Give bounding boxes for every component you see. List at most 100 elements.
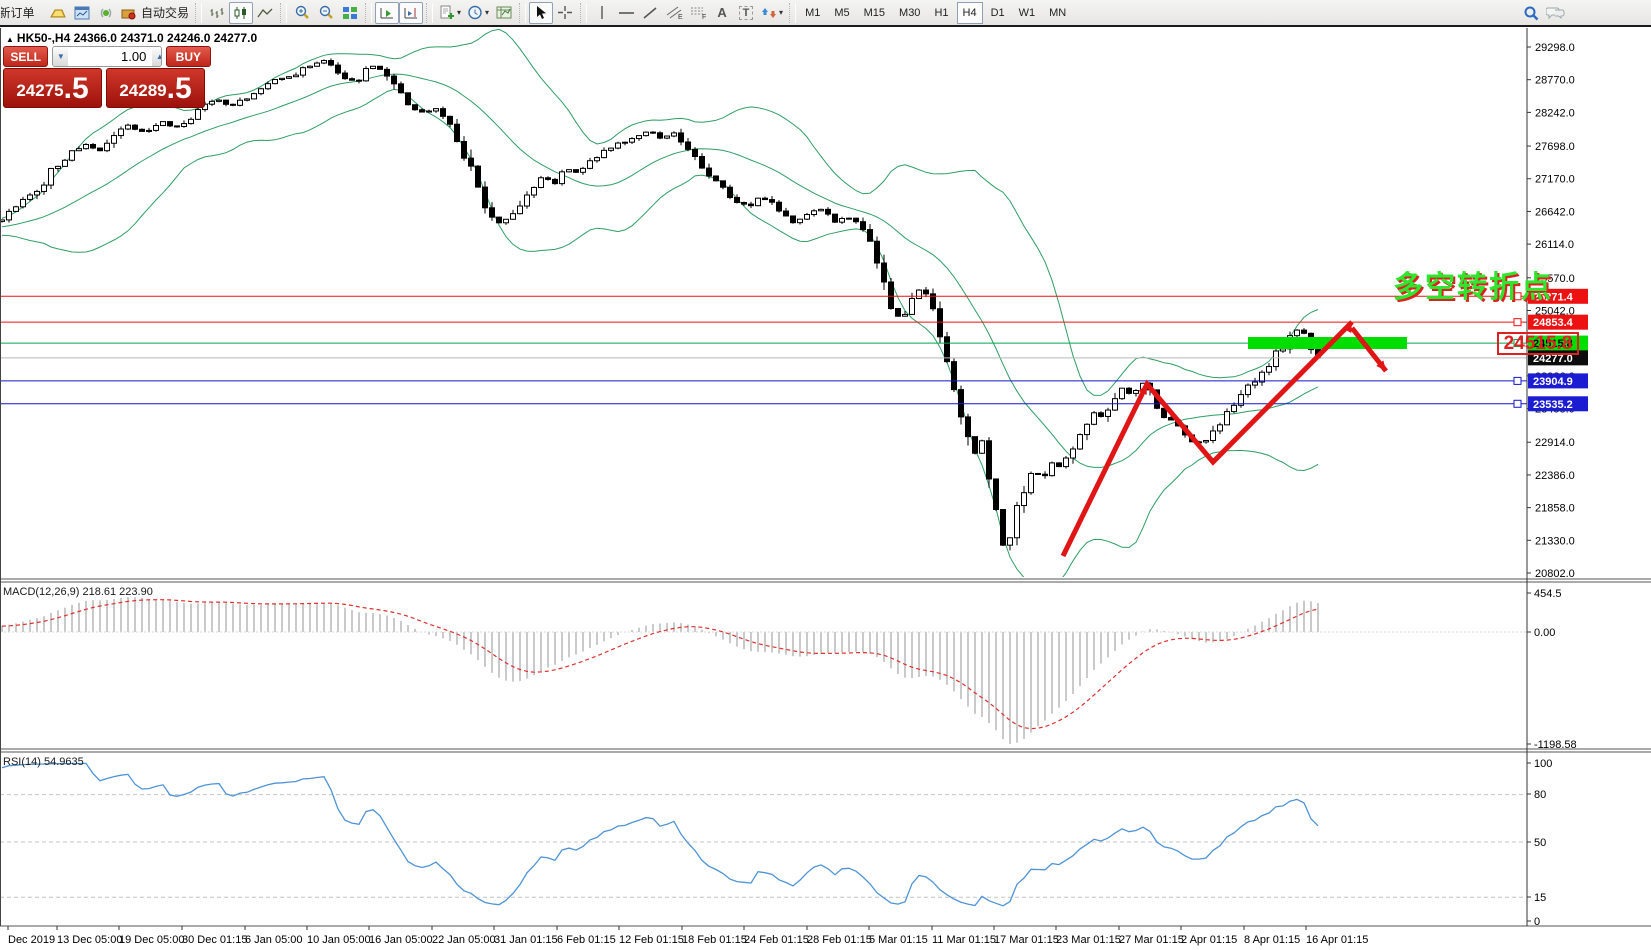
buy-price-display[interactable]: 24289.5 bbox=[106, 68, 205, 108]
text-tool-button[interactable]: A bbox=[710, 2, 734, 24]
svg-text:12 Feb 01:15: 12 Feb 01:15 bbox=[619, 934, 684, 946]
arrows-tool-button[interactable]: ▾ bbox=[758, 2, 786, 24]
svg-text:18 Feb 01:15: 18 Feb 01:15 bbox=[682, 934, 747, 946]
tf-M15-button[interactable]: M15 bbox=[863, 6, 886, 19]
line-chart-type-button[interactable] bbox=[253, 2, 277, 24]
svg-text:15: 15 bbox=[1534, 892, 1546, 904]
svg-text:26114.0: 26114.0 bbox=[1535, 239, 1574, 251]
toolbar-separator bbox=[365, 2, 373, 23]
one-click-trading-panel: SELL ▼ ▲ BUY 24275.5 24289.5 bbox=[3, 46, 212, 108]
tf-M1-button[interactable]: M1 bbox=[805, 6, 821, 19]
tf-M5-button[interactable]: M5 bbox=[834, 6, 850, 19]
periods-button[interactable]: ▾ bbox=[464, 2, 492, 24]
bar-chart-type-button[interactable] bbox=[205, 2, 229, 24]
auto-scroll-button[interactable] bbox=[375, 1, 400, 24]
tf-MN-button[interactable]: MN bbox=[1049, 6, 1067, 19]
new-order-button[interactable]: 新订单 bbox=[0, 2, 46, 24]
sell-price-main: 24275 bbox=[16, 81, 64, 100]
svg-text:25271.4: 25271.4 bbox=[1533, 291, 1574, 303]
collapse-panel-icon[interactable]: ▲ bbox=[6, 35, 14, 44]
svg-text:8 Apr 01:15: 8 Apr 01:15 bbox=[1244, 934, 1300, 946]
autotrading-button[interactable]: 自动交易 bbox=[118, 2, 192, 24]
svg-text:29298.0: 29298.0 bbox=[1535, 42, 1575, 54]
tf-D1-button[interactable]: D1 bbox=[990, 6, 1005, 19]
label-tool-button[interactable]: T bbox=[734, 2, 758, 24]
trendline-tool-button[interactable] bbox=[638, 2, 662, 24]
svg-text:454.5: 454.5 bbox=[1534, 588, 1562, 600]
svg-text:27 Mar 01:15: 27 Mar 01:15 bbox=[1119, 934, 1184, 946]
svg-text:25570.0: 25570.0 bbox=[1535, 273, 1575, 285]
indicators-button[interactable]: ▾ bbox=[436, 2, 464, 24]
crosshair-tool-button[interactable] bbox=[553, 2, 577, 24]
volume-up-button[interactable]: ▲ bbox=[152, 47, 161, 66]
macd-signal-line bbox=[1, 599, 1319, 730]
toolbar-separator bbox=[580, 2, 588, 23]
horizontal-price-lines[interactable] bbox=[0, 295, 1527, 405]
macd-indicator-label: MACD(12,26,9) 218.61 223.90 bbox=[3, 586, 153, 598]
sell-button[interactable]: SELL bbox=[3, 46, 49, 67]
fibonacci-tool-button[interactable]: F bbox=[686, 2, 710, 24]
svg-text:28 Feb 01:15: 28 Feb 01:15 bbox=[807, 934, 872, 946]
search-icon[interactable] bbox=[1519, 2, 1543, 24]
chart-shift-button[interactable] bbox=[399, 1, 424, 24]
tf-W1-button[interactable]: W1 bbox=[1018, 6, 1036, 19]
dropdown-caret-icon: ▾ bbox=[779, 8, 784, 17]
rsi-axis: 100 80 50 15 0 bbox=[1527, 758, 1552, 928]
buy-button[interactable]: BUY bbox=[165, 46, 212, 67]
svg-text:Dec 2019: Dec 2019 bbox=[8, 934, 55, 946]
svg-text:28770.0: 28770.0 bbox=[1535, 75, 1575, 87]
tf-M30-button[interactable]: M30 bbox=[899, 6, 921, 19]
sell-price-display[interactable]: 24275.5 bbox=[3, 68, 102, 108]
svg-text:19 Dec 05:00: 19 Dec 05:00 bbox=[119, 934, 184, 946]
zoom-out-button[interactable] bbox=[314, 2, 338, 24]
tile-windows-button[interactable] bbox=[338, 2, 362, 24]
horizontal-line-tool-button[interactable] bbox=[614, 2, 638, 24]
svg-text:24277.0: 24277.0 bbox=[1533, 353, 1573, 365]
bollinger-bands bbox=[1, 29, 1319, 577]
svg-text:-1198.58: -1198.58 bbox=[1534, 739, 1577, 751]
buy-price-main: 24289 bbox=[119, 81, 167, 100]
channel-tool-button[interactable]: E bbox=[662, 2, 686, 24]
highlight-price-label[interactable]: 24515.8 bbox=[1497, 332, 1579, 355]
sell-price-frac: .5 bbox=[63, 72, 89, 105]
candlestick-chart-type-button[interactable] bbox=[229, 1, 254, 24]
trend-zigzag-arrows[interactable] bbox=[1060, 320, 1388, 558]
chat-icon[interactable] bbox=[1543, 2, 1569, 24]
gold-ingot-icon[interactable] bbox=[46, 2, 70, 24]
toolbar-separator bbox=[280, 2, 288, 23]
dropdown-caret-icon: ▾ bbox=[485, 8, 490, 17]
rsi-panel bbox=[0, 762, 1526, 907]
chart-title: ▲ HK50-,H4 24366.0 24371.0 24246.0 24277.… bbox=[6, 31, 257, 45]
tf-H1-button[interactable]: H1 bbox=[934, 6, 949, 19]
signal-icon[interactable] bbox=[94, 2, 118, 24]
dropdown-caret-icon: ▾ bbox=[457, 8, 462, 17]
svg-text:16 Apr 01:15: 16 Apr 01:15 bbox=[1306, 934, 1368, 946]
svg-text:24515.8: 24515.8 bbox=[1533, 338, 1573, 350]
tf-H4-button[interactable]: H4 bbox=[956, 1, 983, 24]
svg-text:2 Apr 01:15: 2 Apr 01:15 bbox=[1181, 934, 1237, 946]
toolbar-separator bbox=[519, 2, 527, 23]
svg-text:5 Mar 01:15: 5 Mar 01:15 bbox=[869, 934, 928, 946]
cursor-tool-button[interactable] bbox=[529, 1, 554, 24]
turning-point-annotation[interactable]: 多空转折点 bbox=[1393, 271, 1553, 304]
svg-text:6 Feb 01:15: 6 Feb 01:15 bbox=[557, 934, 616, 946]
timeframe-buttons: M1 M5 M15 M30 H1 H4 D1 W1 MN bbox=[799, 1, 1072, 24]
svg-text:30 Dec 01:15: 30 Dec 01:15 bbox=[182, 934, 247, 946]
chart-window-icon[interactable] bbox=[70, 2, 94, 24]
volume-input[interactable] bbox=[68, 47, 153, 66]
svg-text:10 Jan 05:00: 10 Jan 05:00 bbox=[307, 934, 371, 946]
macd-axis: 454.5 0.00 -1198.58 bbox=[1527, 588, 1577, 751]
toolbar: 新订单 自动交易 bbox=[0, 0, 1651, 27]
toolbar-separator bbox=[789, 2, 797, 23]
templates-button[interactable] bbox=[492, 2, 516, 24]
svg-text:13 Dec 05:00: 13 Dec 05:00 bbox=[57, 934, 122, 946]
volume-down-button[interactable]: ▼ bbox=[53, 47, 69, 66]
svg-text:22 Jan 05:00: 22 Jan 05:00 bbox=[432, 934, 496, 946]
svg-text:26642.0: 26642.0 bbox=[1535, 206, 1575, 218]
zoom-in-button[interactable] bbox=[290, 2, 314, 24]
svg-text:20802.0: 20802.0 bbox=[1535, 568, 1575, 580]
vertical-line-tool-button[interactable] bbox=[590, 2, 614, 24]
svg-text:21330.0: 21330.0 bbox=[1535, 535, 1575, 547]
